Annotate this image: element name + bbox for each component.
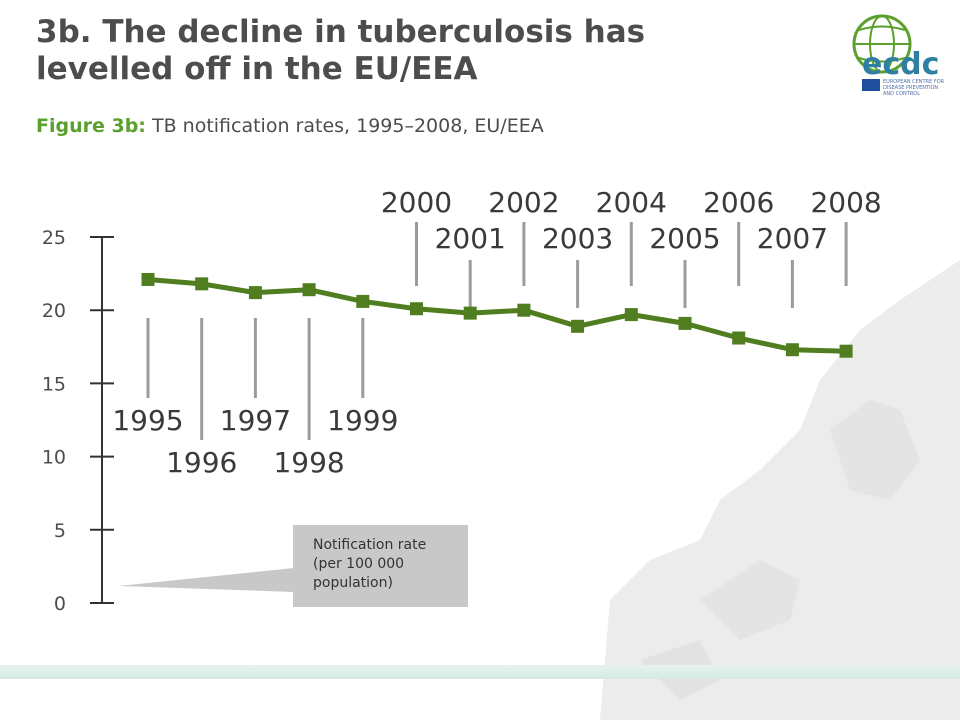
x-tick-label-2000: 2000 — [381, 186, 452, 219]
data-point-2003 — [571, 319, 585, 333]
x-tick-label-1997: 1997 — [220, 404, 291, 437]
data-point-1999 — [356, 294, 370, 308]
x-tick-label-1995: 1995 — [112, 404, 183, 437]
y-tick-label: 25 — [42, 227, 66, 249]
x-tick-label-2001: 2001 — [435, 222, 506, 255]
org-name-line-2: DISEASE PREVENTION — [883, 85, 938, 91]
data-point-2005 — [678, 316, 692, 330]
y-tick-label: 0 — [54, 593, 66, 615]
y-tick-label: 15 — [42, 373, 66, 395]
callout-pointer — [118, 568, 294, 592]
org-name-line-1: EUROPEAN CENTRE FOR — [883, 79, 945, 85]
x-tick-label-2002: 2002 — [488, 186, 559, 219]
globe-icon — [852, 14, 912, 74]
data-point-1995 — [141, 272, 155, 286]
y-tick-label: 5 — [54, 520, 66, 542]
callout-text-line: Notification rate — [313, 537, 426, 553]
data-points — [141, 272, 853, 358]
x-tick-label-2007: 2007 — [757, 222, 828, 255]
title-line-1: 3b. The decline in tuberculosis has — [36, 14, 646, 50]
data-point-1998 — [302, 283, 316, 297]
data-point-2004 — [624, 308, 638, 322]
figure-caption-text: TB notification rates, 1995–2008, EU/EEA — [151, 115, 544, 137]
tb-rate-line — [147, 276, 847, 354]
figure-caption: Figure 3b: TB notification rates, 1995–2… — [36, 115, 544, 137]
x-tick-label-2003: 2003 — [542, 222, 613, 255]
year-labels: 1995 1996 1997 1998 1999 20002001200220032004… — [112, 186, 881, 479]
figure-label: Figure 3b: — [36, 115, 146, 137]
eu-flag-icon — [862, 79, 880, 91]
slide-title: 3b. The decline in tuberculosis has leve… — [36, 14, 796, 88]
ecdc-wordmark: ecdc — [862, 47, 939, 82]
callout-text-line: population) — [313, 575, 393, 591]
x-tick-label-2004: 2004 — [596, 186, 667, 219]
data-point-2008 — [839, 344, 853, 358]
year-leader-lines — [146, 222, 848, 440]
data-point-2007 — [785, 343, 799, 357]
y-tick-label: 20 — [42, 300, 66, 322]
x-tick-label-1996: 1996 — [166, 446, 237, 479]
y-axis: 0 5 10 15 20 25 — [42, 227, 114, 615]
x-tick-label-1999: 1999 — [327, 404, 398, 437]
callout-text-line: (per 100 000 — [313, 556, 404, 572]
series-line — [147, 276, 847, 354]
org-name-line-3: AND CONTROL — [883, 91, 920, 97]
callout-box — [293, 525, 468, 607]
data-point-1996 — [195, 277, 209, 291]
footer-bar — [0, 665, 960, 679]
x-tick-label-2005: 2005 — [649, 222, 720, 255]
axis-callout: Notification rate (per 100 000 population) — [118, 525, 468, 607]
ecdc-logo: ecdc EUROPEAN CENTRE FOR DISEASE PREVENT… — [852, 14, 945, 97]
data-point-2000 — [410, 302, 423, 316]
y-tick-label: 10 — [42, 447, 66, 469]
data-point-2002 — [517, 303, 531, 317]
data-point-2001 — [463, 306, 477, 320]
data-point-2006 — [732, 331, 746, 345]
title-line-2: levelled off in the EU/EEA — [36, 51, 478, 87]
x-tick-label-1998: 1998 — [273, 446, 344, 479]
x-tick-label-2008: 2008 — [810, 186, 881, 219]
data-point-1997 — [248, 286, 262, 300]
x-tick-label-2006: 2006 — [703, 186, 774, 219]
